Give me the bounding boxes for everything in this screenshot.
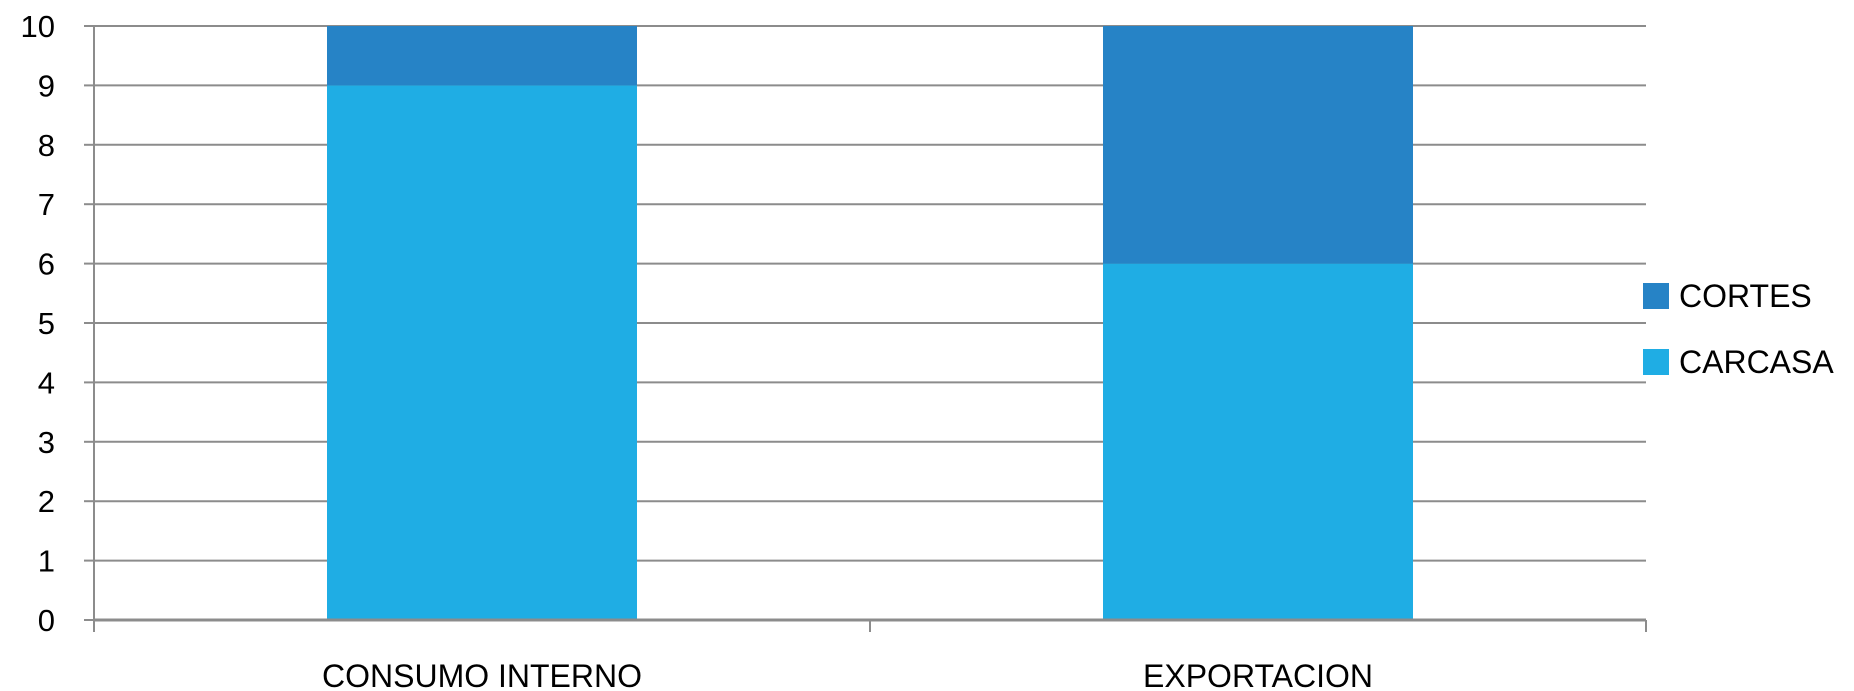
y-tick-label: 1 — [38, 544, 55, 579]
legend-swatch-carcasa — [1643, 349, 1669, 375]
y-tick-label: 7 — [38, 187, 55, 222]
bar-cortes-1 — [1103, 26, 1413, 264]
x-axis — [93, 26, 1647, 632]
y-tick-label: 3 — [38, 425, 55, 460]
bars — [327, 26, 1413, 620]
y-tick-label: 8 — [38, 128, 55, 163]
y-tick-label: 6 — [38, 247, 55, 282]
y-tick-label: 2 — [38, 484, 55, 519]
x-category-label: EXPORTACION — [1143, 658, 1373, 691]
bar-cortes-0 — [327, 26, 637, 86]
y-tick-label: 4 — [38, 365, 55, 400]
legend-swatch-cortes — [1643, 283, 1669, 309]
bar-carcasa-1 — [1103, 263, 1413, 620]
x-category-label: CONSUMO INTERNO — [322, 658, 642, 691]
x-axis-category-labels: CONSUMO INTERNO EXPORTACION — [322, 658, 1373, 691]
legend-label-cortes: CORTES — [1679, 278, 1812, 314]
y-tick-label: 0 — [38, 603, 55, 638]
y-tick-label: 5 — [38, 306, 55, 341]
y-axis-tick-labels: 0 1 2 3 4 5 6 7 8 9 10 — [21, 9, 55, 638]
y-tick-label: 10 — [21, 9, 55, 44]
y-tick-label: 9 — [38, 68, 55, 103]
bar-carcasa-0 — [327, 85, 637, 620]
legend-label-carcasa: CARCASA — [1679, 344, 1834, 380]
legend: CORTES CARCASA — [1643, 278, 1834, 380]
